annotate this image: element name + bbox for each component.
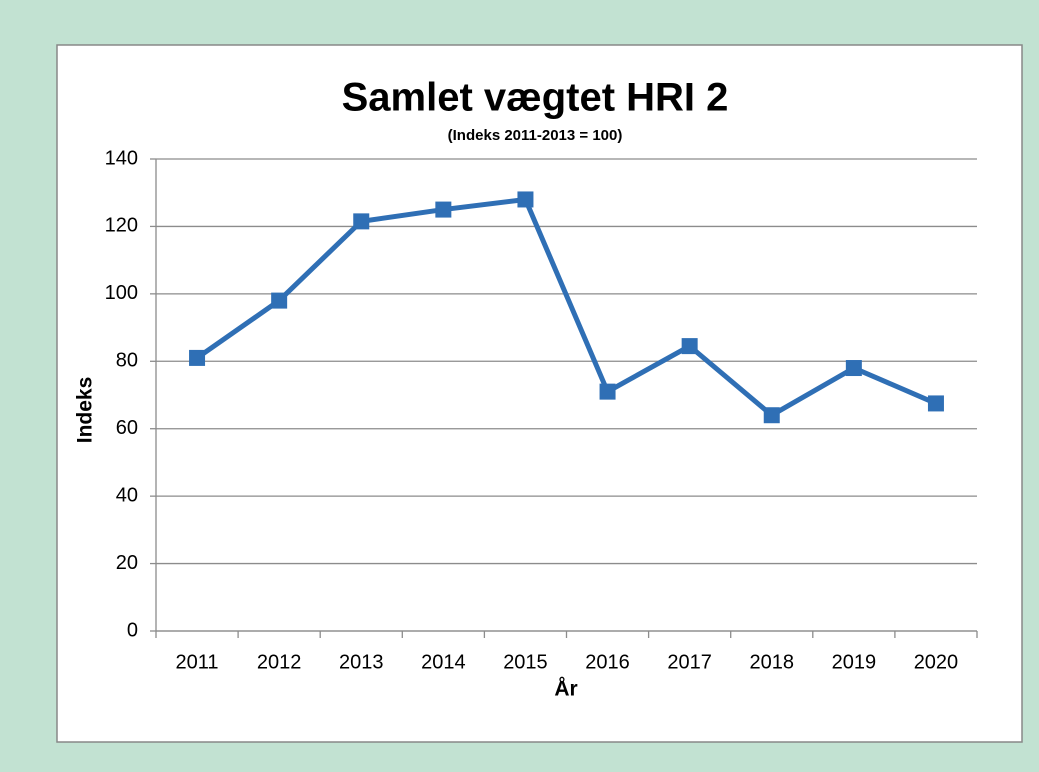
- x-tick-label: 2011: [176, 651, 219, 673]
- x-axis-label: År: [554, 677, 577, 701]
- x-tick-label: 2019: [832, 651, 877, 673]
- x-tick-label: 2014: [421, 651, 466, 673]
- data-marker: [353, 213, 370, 230]
- chart-subtitle: (Indeks 2011-2013 = 100): [448, 127, 623, 144]
- data-marker: [927, 395, 944, 412]
- x-tick-label: 2020: [914, 651, 959, 673]
- x-tick-label: 2016: [585, 651, 630, 673]
- y-tick-label: 20: [116, 552, 138, 574]
- y-tick-label: 120: [105, 215, 138, 237]
- y-tick-label: 100: [105, 282, 138, 304]
- y-tick-label: 0: [127, 619, 138, 641]
- x-tick-label: 2013: [339, 651, 384, 673]
- chart-title: Samlet vægtet HRI 2: [342, 76, 729, 120]
- y-tick-label: 80: [116, 350, 138, 372]
- data-marker: [845, 360, 862, 377]
- x-tick-label: 2017: [667, 651, 712, 673]
- data-marker: [681, 338, 698, 355]
- y-tick-label: 140: [105, 147, 138, 169]
- data-marker: [189, 349, 206, 366]
- y-tick-label: 60: [116, 417, 138, 439]
- x-tick-label: 2012: [257, 651, 302, 673]
- data-marker: [271, 292, 288, 309]
- x-tick-label: 2015: [503, 651, 548, 673]
- data-marker: [763, 407, 780, 424]
- y-tick-label: 40: [116, 484, 138, 506]
- data-marker: [435, 201, 452, 218]
- data-line: [195, 196, 937, 418]
- y-axis-label: Indeks: [74, 377, 97, 444]
- chart-panel: [56, 44, 1023, 743]
- data-marker: [599, 383, 616, 400]
- x-tick-label: 2018: [750, 651, 795, 673]
- data-marker: [517, 191, 534, 208]
